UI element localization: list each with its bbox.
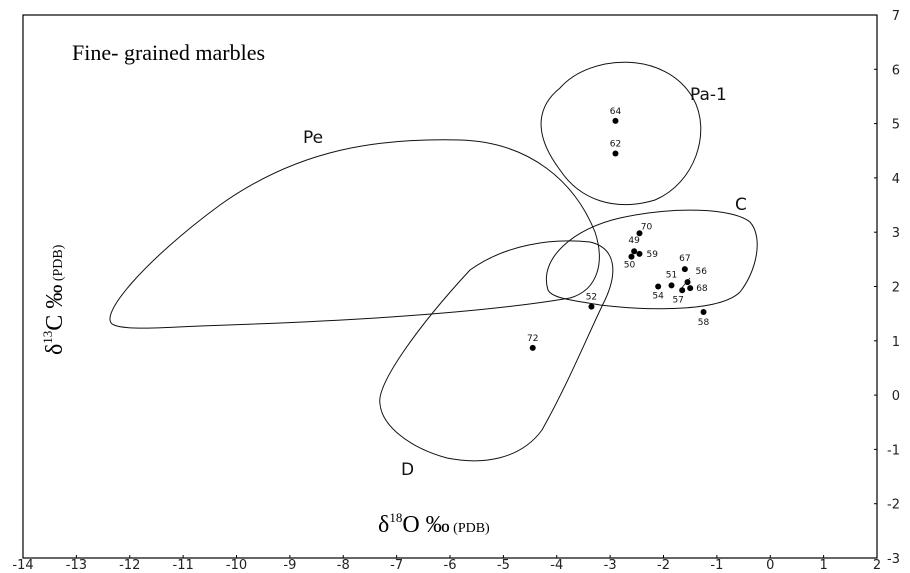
data-point: [588, 303, 595, 310]
y-axis-label: δ13C ‰ (PDB): [40, 244, 68, 355]
x-tick-label: -14: [12, 558, 33, 573]
data-point-label: 49: [628, 236, 640, 246]
data-point: [636, 230, 643, 237]
x-tick-label: -4: [550, 558, 563, 573]
x-tick-labels: -14 -13 -12 -11 -10 -9 -8 -7 -6 -5 -4 -3 -2 -1 0 1 2: [12, 555, 881, 573]
data-point-label: 58: [698, 318, 710, 328]
data-point: [655, 283, 662, 290]
data-point-label: 54: [652, 292, 664, 302]
x-tick-label: -12: [119, 558, 140, 573]
x-tick-label: 1: [819, 558, 827, 573]
data-point: [636, 250, 643, 257]
data-point-label: 67: [679, 254, 690, 264]
y-tick-label: -3: [887, 552, 900, 567]
y-tick-label: 5: [892, 118, 900, 133]
x-tick-label: -10: [226, 558, 247, 573]
chart-title: Fine- grained marbles: [72, 40, 265, 65]
x-tick-label: -3: [604, 558, 617, 573]
y-tick-label: -2: [887, 498, 900, 513]
field-outline-c: [545, 209, 758, 310]
x-axis-label: δ18O ‰ (PDB): [378, 510, 490, 538]
data-point: [612, 150, 619, 157]
x-tick-label: -7: [390, 558, 403, 573]
x-tick-label: 2: [873, 558, 881, 573]
x-tick-label: -11: [173, 558, 194, 573]
x-tick-label: -1: [710, 558, 723, 573]
data-point-label: 72: [527, 334, 538, 344]
y-tick-label: 6: [892, 63, 900, 78]
data-point-label: 62: [610, 139, 621, 149]
plot-frame: [22, 14, 878, 559]
data-point-label: 51: [666, 270, 677, 280]
data-point: [631, 248, 638, 255]
field-outline-pa1: [540, 61, 702, 206]
data-point: [700, 309, 707, 316]
data-point: [529, 344, 536, 351]
field-label-pa1: Pa-1: [690, 85, 727, 105]
data-point-label: 52: [586, 293, 597, 303]
y-tick-label: 2: [892, 281, 900, 296]
x-tick-label: -5: [497, 558, 510, 573]
field-label-d: D: [401, 460, 414, 480]
data-point-label: 68: [696, 284, 708, 294]
y-tick-label: 4: [892, 172, 900, 187]
data-point-label: 70: [641, 222, 653, 232]
data-point: [668, 282, 675, 289]
data-point-label: 50: [624, 261, 636, 271]
field-outline-pe: [109, 139, 600, 329]
field-label-c: C: [735, 195, 747, 215]
x-tick-label: -2: [657, 558, 670, 573]
y-tick-label: 7: [892, 9, 900, 24]
data-point-label: 57: [672, 295, 683, 305]
data-point-label: 59: [646, 250, 658, 260]
data-point: [679, 287, 686, 294]
data-point: [684, 279, 691, 286]
x-tick-label: -6: [444, 558, 457, 573]
field-outline-d: [379, 240, 614, 462]
x-tick-label: -9: [283, 558, 296, 573]
data-point-label: 64: [610, 107, 622, 117]
x-tick-label: -13: [66, 558, 87, 573]
data-point: [681, 266, 688, 273]
field-label-pe: Pe: [303, 128, 323, 148]
data-point: [687, 285, 694, 292]
data-point-label: 56: [696, 267, 708, 277]
x-tick-label: -8: [337, 558, 350, 573]
y-tick-label: -1: [887, 443, 900, 458]
x-tick-label: 0: [766, 558, 774, 573]
y-tick-label: 3: [892, 226, 900, 241]
y-tick-labels: -3 -2 -1 0 1 2 3 4 5 6 7: [874, 9, 900, 567]
y-tick-label: 0: [892, 389, 900, 404]
leader-line-57: [679, 277, 691, 291]
y-tick-label: 1: [892, 335, 900, 350]
data-point: [628, 253, 635, 260]
data-point: [612, 117, 619, 124]
